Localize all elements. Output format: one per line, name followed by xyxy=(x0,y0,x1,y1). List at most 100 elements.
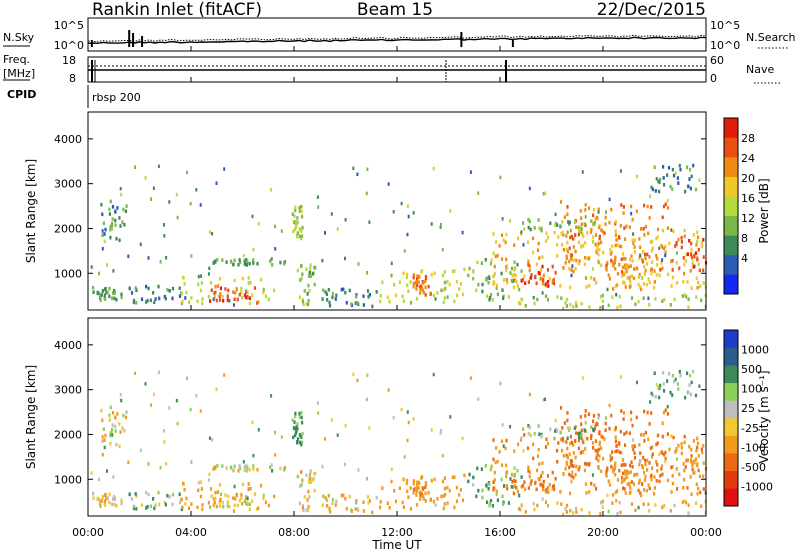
heatmap-cell xyxy=(115,503,118,508)
heatmap-cell xyxy=(120,295,123,300)
heatmap-cell xyxy=(520,279,523,283)
heatmap-cell xyxy=(463,267,466,272)
heatmap-cell xyxy=(307,480,311,484)
heatmap-cell xyxy=(683,499,686,503)
heatmap-cell xyxy=(321,297,324,301)
heatmap-cell xyxy=(544,445,548,449)
heatmap-cell xyxy=(119,187,122,191)
heatmap-cell xyxy=(575,510,578,514)
heatmap-cell xyxy=(650,205,653,209)
heatmap-cell xyxy=(568,246,571,250)
heatmap-cell xyxy=(517,507,521,511)
heatmap-cell xyxy=(366,289,370,293)
heatmap-cell xyxy=(157,164,160,169)
heatmap-cell xyxy=(577,438,580,443)
heatmap-cell xyxy=(502,238,505,242)
heatmap-cell xyxy=(524,487,527,491)
nsky-spikes xyxy=(90,30,514,47)
heatmap-cell xyxy=(421,494,424,498)
beam-title: Beam 15 xyxy=(357,0,433,20)
heatmap-cell xyxy=(637,505,640,510)
heatmap-cell xyxy=(477,488,480,493)
heatmap-cell xyxy=(561,220,564,224)
heatmap-cell xyxy=(631,465,634,469)
heatmap-cell xyxy=(642,250,645,254)
heatmap-cell xyxy=(513,449,516,453)
heatmap-cell xyxy=(111,227,114,231)
heatmap-cell xyxy=(696,441,700,446)
heatmap-cell xyxy=(489,261,492,266)
heatmap-cell xyxy=(248,296,251,300)
heatmap-cell xyxy=(233,464,236,469)
heatmap-cell xyxy=(553,281,556,286)
heatmap-cell xyxy=(682,486,685,490)
heatmap-cell xyxy=(556,429,559,433)
heatmap-cell xyxy=(109,235,112,240)
heatmap-cell xyxy=(656,433,660,438)
heatmap-cell xyxy=(590,227,593,232)
heatmap-cell xyxy=(662,452,666,457)
heatmap-cell xyxy=(568,266,571,271)
heatmap-cell xyxy=(132,504,136,509)
heatmap-cell xyxy=(242,460,245,464)
heatmap-cell xyxy=(493,478,496,482)
heatmap-cell xyxy=(614,229,617,233)
heatmap-cell xyxy=(308,270,311,275)
heatmap-cell xyxy=(309,274,312,278)
heatmap-cell xyxy=(366,167,369,171)
heatmap-cell xyxy=(615,444,618,448)
heatmap-cell xyxy=(492,251,495,256)
heatmap-cell xyxy=(642,296,645,300)
heatmap-cell xyxy=(647,483,650,487)
heatmap-cell xyxy=(611,466,614,470)
heatmap-cell xyxy=(294,433,297,438)
heatmap-cell xyxy=(307,302,310,307)
heatmap-cell xyxy=(632,438,635,442)
heatmap-cell xyxy=(406,489,409,494)
heatmap-cell xyxy=(453,299,456,304)
heatmap-cell xyxy=(551,486,554,491)
heatmap-cell xyxy=(527,431,530,436)
heatmap-cell xyxy=(630,480,634,484)
heatmap-cell xyxy=(511,274,514,278)
heatmap-cell xyxy=(152,291,155,295)
heatmap-cell xyxy=(381,486,384,490)
heatmap-cell xyxy=(541,264,544,269)
heatmap-cell xyxy=(475,494,478,499)
heatmap-cell xyxy=(190,502,193,506)
heatmap-cell xyxy=(523,227,526,231)
heatmap-cell xyxy=(481,289,484,294)
heatmap-cell xyxy=(296,216,299,220)
heatmap-cell xyxy=(134,286,137,290)
heatmap-cell xyxy=(676,487,679,491)
heatmap-cell xyxy=(163,500,166,505)
heatmap-cell xyxy=(562,454,565,458)
heatmap-cell xyxy=(690,380,693,385)
heatmap-cell xyxy=(597,466,600,471)
heatmap-cell xyxy=(176,421,179,426)
heatmap-cell xyxy=(412,479,415,483)
heatmap-cell xyxy=(209,505,212,509)
heatmap-cell xyxy=(530,479,533,483)
heatmap-cell xyxy=(145,284,148,289)
heatmap-cell xyxy=(578,465,581,469)
heatmap-cell xyxy=(536,503,539,508)
heatmap-cell xyxy=(224,493,227,497)
heatmap-cell xyxy=(190,254,193,258)
colorbar-segment xyxy=(724,418,738,436)
heatmap-cell xyxy=(291,212,294,216)
heatmap-cell xyxy=(646,410,649,415)
heatmap-cell xyxy=(572,305,575,309)
heatmap-cell xyxy=(130,291,134,295)
heatmap-cell xyxy=(130,497,134,501)
heatmap-cell xyxy=(575,431,578,435)
heatmap-cell xyxy=(208,472,211,477)
heatmap-cell xyxy=(643,409,646,414)
heatmap-cell xyxy=(628,481,631,486)
heatmap-cell xyxy=(212,297,215,302)
heatmap-cell xyxy=(556,448,559,453)
heatmap-cell xyxy=(565,510,568,514)
heatmap-cell xyxy=(430,428,433,432)
heatmap-cell xyxy=(518,287,521,292)
heatmap-cell xyxy=(516,283,519,288)
